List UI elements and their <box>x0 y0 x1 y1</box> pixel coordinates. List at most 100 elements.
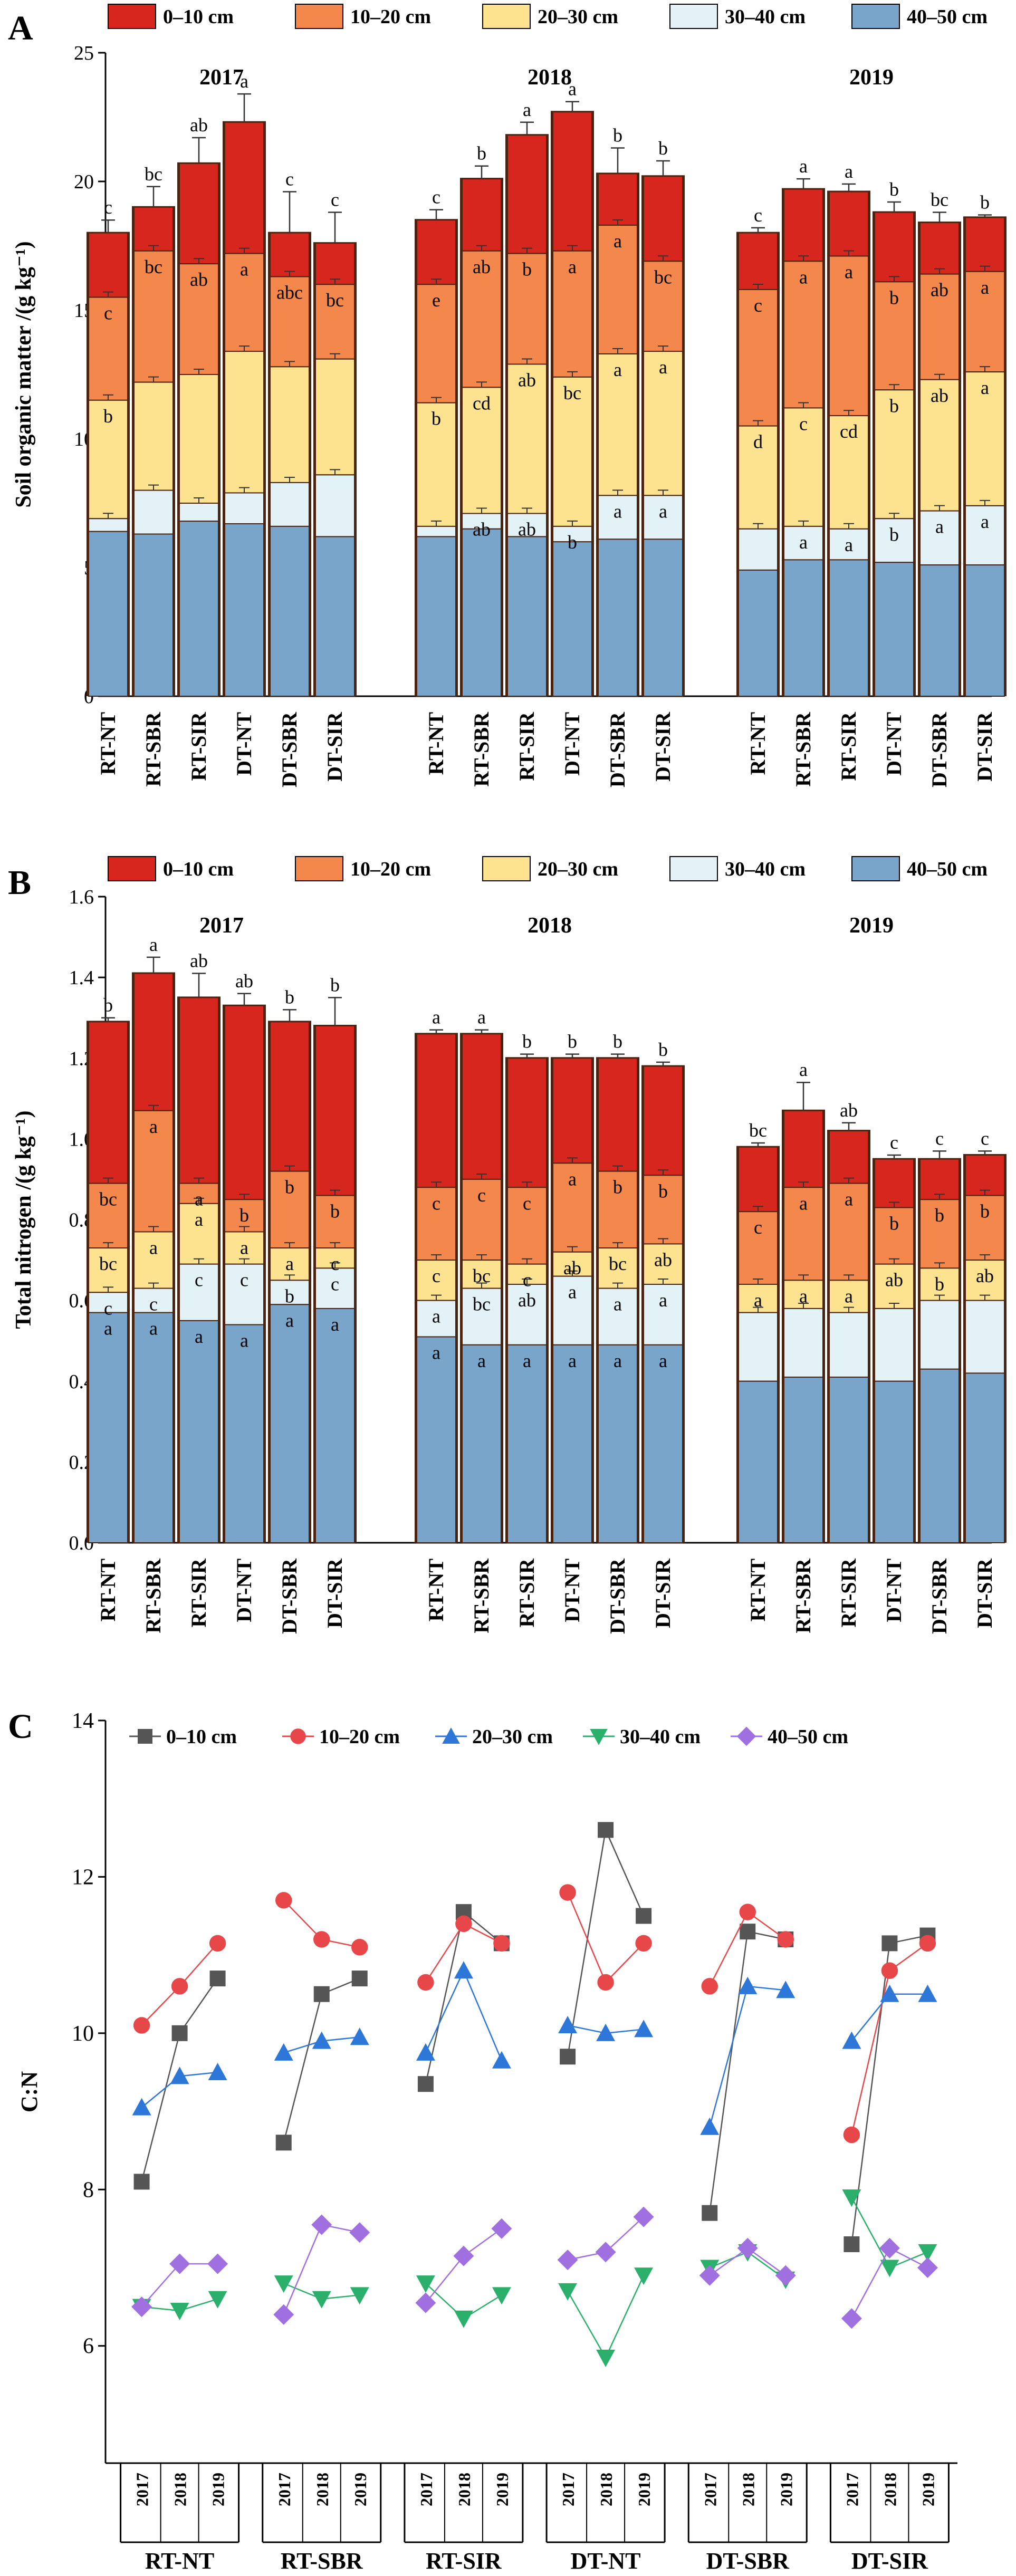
bar-segment-5 <box>270 1304 310 1543</box>
significance-letter: d <box>753 431 763 453</box>
bar-segment-5 <box>738 1380 778 1543</box>
bar-segment-2 <box>552 250 592 378</box>
marker-diamond <box>737 2237 758 2258</box>
bar-segment-1 <box>598 173 638 226</box>
bar-segment-5 <box>133 533 174 697</box>
significance-letter: bc <box>654 266 672 287</box>
significance-letter: b <box>285 1285 294 1306</box>
x-tick-label: RT-SBR <box>141 712 165 787</box>
marker-circle <box>597 1974 614 1991</box>
significance-letter: a <box>845 1285 853 1306</box>
significance-letter: ab <box>190 114 208 136</box>
bar-segment-4 <box>919 510 960 566</box>
marker-triangle-up <box>170 2066 189 2084</box>
significance-letter: b <box>522 259 532 280</box>
bar-segment-1 <box>552 111 592 252</box>
legend-label: 40–50 cm <box>768 1726 848 1748</box>
marker-circle <box>919 1935 936 1952</box>
significance-letter: c <box>195 1270 203 1291</box>
x-tick-label: DT-SIR <box>973 712 996 782</box>
x-tick-label: RT-SIR <box>515 712 539 781</box>
significance-letter: bc <box>931 189 948 210</box>
x-tick-label: RT-SIR <box>187 1558 210 1628</box>
x-tick-label: DT-NT <box>560 712 584 776</box>
bar-segment-3 <box>643 351 683 496</box>
marker-triangle-up <box>454 1961 473 1979</box>
bar-segment-2 <box>965 1195 1005 1261</box>
x-tick-label: RT-SIR <box>837 1558 860 1628</box>
marker-triangle-up <box>208 2062 227 2080</box>
significance-letter: a <box>845 1189 853 1210</box>
significance-letter: bc <box>145 256 162 277</box>
significance-letter: a <box>477 1350 486 1371</box>
significance-letter: bc <box>99 1253 117 1274</box>
bar-segment-3 <box>179 374 219 504</box>
marker-triangle-up <box>596 2023 616 2041</box>
marker-diamond <box>841 2308 862 2329</box>
bar-segment-3 <box>919 379 960 512</box>
bar-segment-1 <box>829 1130 869 1184</box>
significance-letter: a <box>240 71 248 92</box>
legend-swatch <box>669 4 718 29</box>
legend-label: 10–20 cm <box>319 1726 400 1748</box>
bar-segment-1 <box>783 1110 823 1188</box>
x-tick-label: RT-NT <box>746 712 770 775</box>
significance-letter: c <box>890 1132 898 1153</box>
marker-triangle-up <box>842 2031 861 2049</box>
bar-segment-5 <box>783 559 823 697</box>
significance-letter: b <box>889 395 899 416</box>
marker-square <box>702 2205 718 2221</box>
year-tick-label: 2019 <box>351 2473 370 2506</box>
group-label: RT-SIR <box>426 2548 502 2574</box>
group-label: RT-SBR <box>281 2548 363 2574</box>
significance-letter: b <box>432 408 441 429</box>
marker-diamond <box>169 2253 190 2274</box>
bar-stack-DT-NT-2019: b b b b <box>873 179 916 697</box>
bar-segment-1 <box>315 1025 355 1196</box>
marker-circle <box>843 2126 860 2144</box>
bar-segment-5 <box>88 531 128 697</box>
panel-label: B <box>8 863 31 902</box>
significance-letter: abc <box>276 282 303 303</box>
x-tick-label: DT-SIR <box>651 712 675 782</box>
bar-segment-1 <box>88 1021 128 1184</box>
series-line <box>567 1828 645 2057</box>
marker-circle <box>881 1962 898 1979</box>
marker-triangle-down <box>634 2267 654 2285</box>
year-tick-label: 2017 <box>559 2473 578 2506</box>
significance-letter: ab <box>190 269 208 290</box>
legend: 0–10 cm 10–20 cm 20–30 cm 30–40 cm 40–50 cm <box>108 856 988 881</box>
marker-circle <box>275 1892 292 1909</box>
x-tick-label: RT-SIR <box>837 712 860 781</box>
x-tick-label: DT-NT <box>882 1559 906 1622</box>
bar-segment-1 <box>919 1158 960 1200</box>
legend-label: 0–10 cm <box>163 6 234 28</box>
marker-triangle-down <box>880 2260 899 2277</box>
bar-segment-4 <box>416 525 456 537</box>
year-label: 2018 <box>528 65 572 90</box>
bar-stack-RT-NT-2018: c e b <box>415 187 458 697</box>
bar-segment-4 <box>179 503 219 522</box>
year-tick-label: 2017 <box>417 2473 436 2506</box>
y-axis-title: C:N <box>16 2071 42 2112</box>
significance-letter: a <box>149 1318 158 1339</box>
marker-triangle-down <box>208 2291 227 2309</box>
bar-segment-1 <box>88 232 128 298</box>
y-tick-label: 1.6 <box>69 886 94 908</box>
marker-square <box>275 2135 292 2151</box>
marker-circle <box>493 1935 510 1952</box>
significance-letter: b <box>568 532 577 553</box>
legend-swatch <box>482 856 531 881</box>
significance-letter: a <box>523 99 531 120</box>
bar-stack-DT-SBR-2019: bc ab ab a <box>918 189 961 697</box>
legend-label: 20–30 cm <box>538 6 618 28</box>
significance-letter: b <box>980 1201 990 1222</box>
significance-letter: c <box>149 1294 158 1315</box>
bar-segment-2 <box>416 1187 456 1261</box>
panel-label: A <box>8 9 33 47</box>
bar-segment-4 <box>462 1287 502 1345</box>
significance-letter: b <box>613 125 622 146</box>
significance-letter: ab <box>840 1100 858 1121</box>
marker-square <box>598 1822 614 1838</box>
